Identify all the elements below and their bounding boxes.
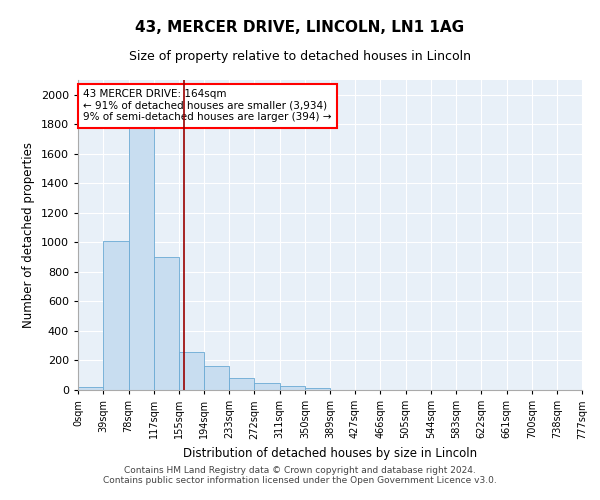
Bar (254, 382, 280, 390)
Bar (204, 366, 229, 390)
Y-axis label: Number of detached properties: Number of detached properties (22, 142, 35, 328)
Bar (229, 378, 254, 390)
Bar (154, 257, 179, 390)
Bar (103, 241, 128, 390)
Text: Contains HM Land Registry data © Crown copyright and database right 2024.
Contai: Contains HM Land Registry data © Crown c… (103, 466, 497, 485)
X-axis label: Distribution of detached houses by size in Lincoln: Distribution of detached houses by size … (183, 447, 477, 460)
Bar (78, 388, 103, 390)
Text: Size of property relative to detached houses in Lincoln: Size of property relative to detached ho… (129, 50, 471, 63)
Bar (280, 386, 305, 390)
Text: 43 MERCER DRIVE: 164sqm
← 91% of detached houses are smaller (3,934)
9% of semi-: 43 MERCER DRIVE: 164sqm ← 91% of detache… (83, 90, 332, 122)
Bar (179, 352, 204, 390)
Bar (128, 110, 154, 390)
Text: 43, MERCER DRIVE, LINCOLN, LN1 1AG: 43, MERCER DRIVE, LINCOLN, LN1 1AG (136, 20, 464, 35)
Bar (305, 388, 331, 390)
